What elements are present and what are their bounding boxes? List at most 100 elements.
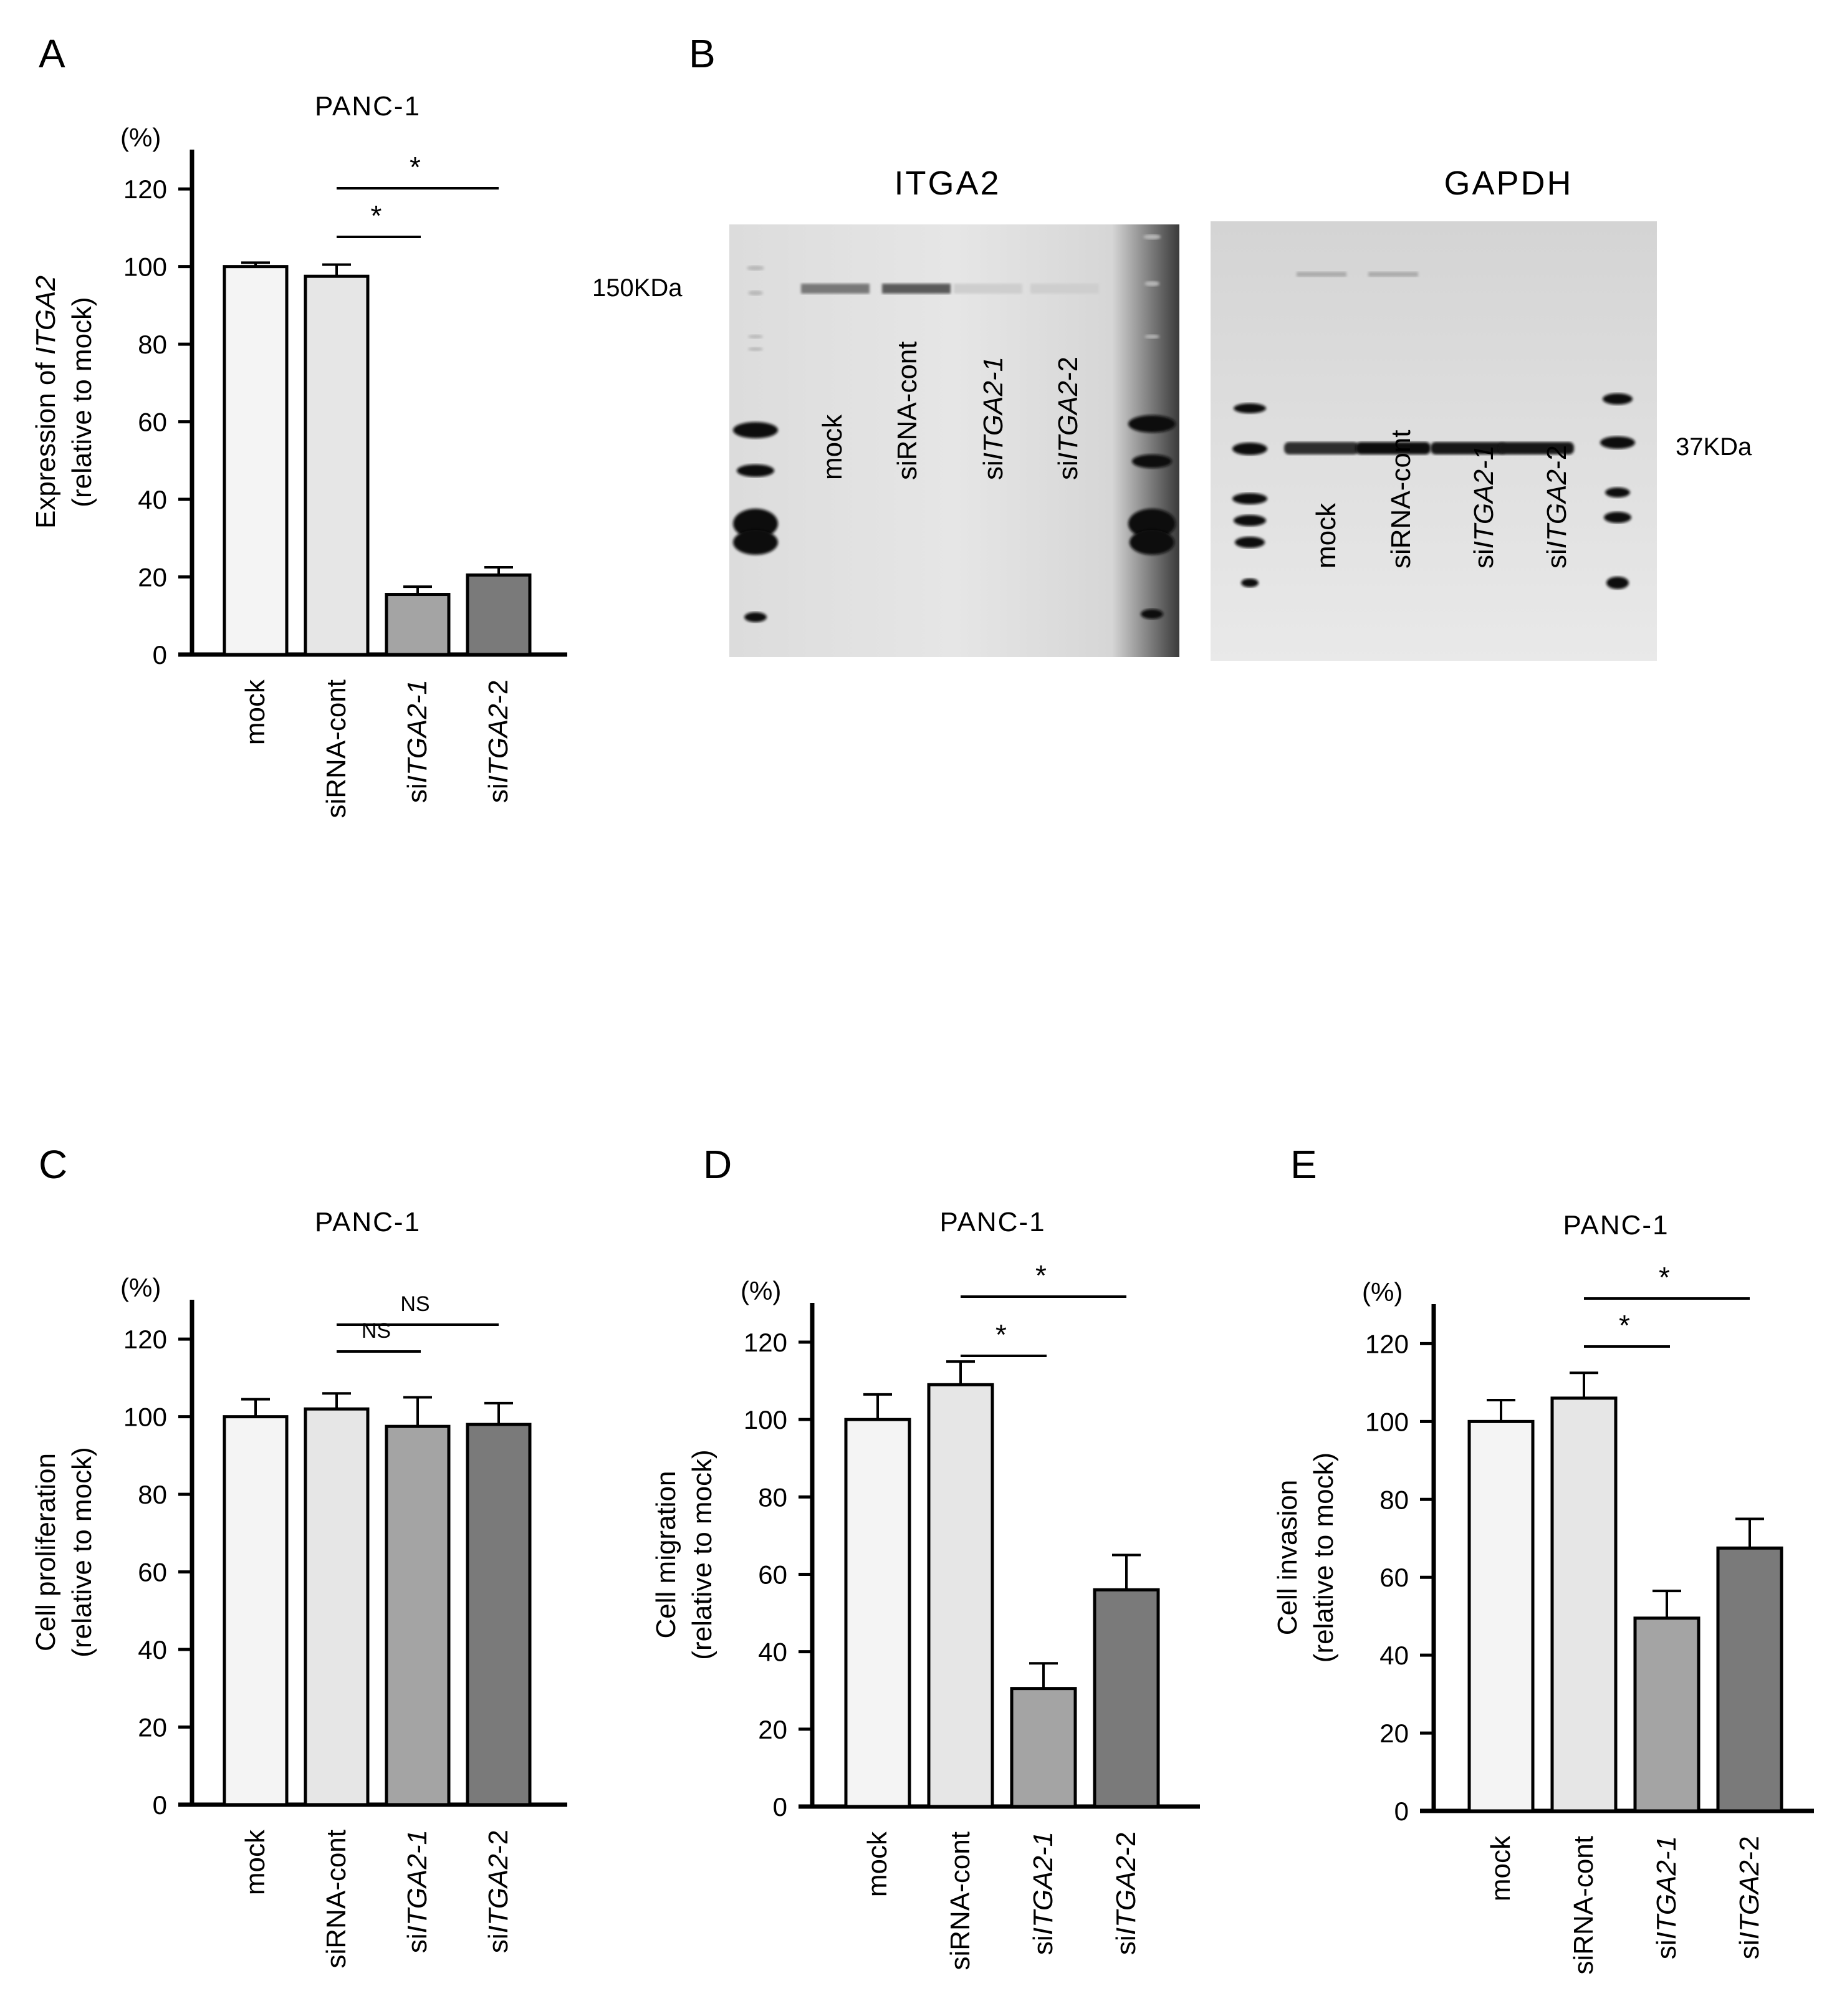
ladder-band xyxy=(1132,454,1172,468)
y-tick-label: 20 xyxy=(758,1715,787,1744)
lane-label: siITGA2-1 xyxy=(978,357,1009,480)
ladder-band xyxy=(1605,487,1630,497)
protein-band xyxy=(882,284,951,294)
chart-title: PANC-1 xyxy=(315,91,421,122)
category-label: siITGA2-2 xyxy=(483,679,514,803)
y-tick-label: 80 xyxy=(758,1482,787,1512)
ladder-band xyxy=(1241,578,1259,587)
x-tick-label: siITGA2-2 xyxy=(1734,1836,1765,1959)
category-label: siITGA2-2 xyxy=(1734,1836,1765,1959)
y-axis-label: Cell proliferation (relative to mock) xyxy=(31,1447,97,1657)
category-label: mock xyxy=(240,679,271,745)
bar xyxy=(927,1383,994,1808)
lane-labels-gapdh: mock siRNA-cont siITGA2-1 siITGA2-2 xyxy=(1311,430,1572,569)
protein-band xyxy=(1030,284,1099,294)
y-tick-label: 120 xyxy=(1365,1329,1409,1358)
bar xyxy=(466,1423,532,1807)
bar xyxy=(385,593,451,656)
y-axis-label: Expression of ITGA2 (relative to mock) xyxy=(31,276,97,529)
y-tick-label: 80 xyxy=(138,330,167,359)
y-tick-label: 0 xyxy=(773,1792,787,1822)
category-label: mock xyxy=(240,1829,271,1895)
panel-letter-b: B xyxy=(689,31,716,76)
chart-title: PANC-1 xyxy=(315,1207,421,1237)
ladder-band xyxy=(1600,436,1635,449)
y-axis-label-line: (relative to mock) xyxy=(67,1447,97,1657)
y-axis-label-line: (relative to mock) xyxy=(687,1449,717,1659)
ladder-band xyxy=(748,335,763,338)
bar xyxy=(385,1424,451,1807)
marker-37kda: 37KDa xyxy=(1676,433,1752,461)
y-tick-label: 40 xyxy=(138,485,167,514)
x-tick-label: siRNA-cont xyxy=(945,1831,976,1970)
panel-letter-a: A xyxy=(39,31,65,76)
significance-label: NS xyxy=(362,1319,391,1343)
lane-label: mock xyxy=(817,414,848,480)
bar xyxy=(223,1415,289,1807)
bar xyxy=(1467,1419,1535,1813)
category-label: siRNA-cont xyxy=(321,1830,352,1969)
category-label: mock xyxy=(1485,1835,1516,1901)
ladder-band xyxy=(1604,512,1631,523)
ladder-band xyxy=(1234,403,1266,413)
y-tick-label: 0 xyxy=(153,640,167,670)
ladder-band xyxy=(1141,609,1163,619)
y-axis-label: Cell invasion (relative to mock) xyxy=(1272,1452,1339,1663)
ladder-band xyxy=(1130,530,1174,555)
protein-band xyxy=(954,284,1022,294)
bar xyxy=(304,274,370,656)
y-axis-label-line: Expression of ITGA2 xyxy=(31,276,61,529)
y-tick-label: 100 xyxy=(744,1405,787,1434)
chart-panel-e: PANC-1 (%) Cell invasion (relative to mock)… xyxy=(1272,1210,1814,1975)
y-tick-label: 20 xyxy=(138,1713,167,1742)
protein-band xyxy=(1356,442,1431,454)
bar xyxy=(1716,1546,1783,1813)
panel-letter-c: C xyxy=(39,1142,67,1187)
ladder-band xyxy=(1234,515,1266,526)
ladder-band xyxy=(1232,443,1267,455)
lane-label: mock xyxy=(1311,502,1341,569)
ladder-band xyxy=(748,290,763,295)
y-unit-label: (%) xyxy=(120,1273,161,1302)
y-tick-label: 60 xyxy=(138,408,167,437)
x-tick-label: siRNA-cont xyxy=(321,1830,352,1969)
ladder-band xyxy=(1235,537,1265,548)
category-label: siITGA2-1 xyxy=(402,1830,433,1953)
gel-image-gapdh: mock siRNA-cont siITGA2-1 siITGA2-2 xyxy=(1211,221,1657,661)
category-label: siRNA-cont xyxy=(1568,1836,1599,1975)
bar xyxy=(1550,1396,1618,1813)
x-tick-label: mock xyxy=(240,679,271,745)
y-tick-label: 120 xyxy=(123,1325,167,1354)
lane-labels-itga2: mock siRNA-cont siITGA2-1 siITGA2-2 xyxy=(817,342,1083,481)
lane-label-text: siRNA-cont xyxy=(892,342,923,481)
significance-label: * xyxy=(371,199,382,232)
y-tick-label: 100 xyxy=(123,1403,167,1432)
protein-band xyxy=(1431,442,1505,454)
ladder-band xyxy=(737,464,774,477)
x-tick-label: siITGA2-2 xyxy=(1111,1831,1141,1955)
chart-title: PANC-1 xyxy=(939,1207,1045,1237)
lane-label-text: siITGA2-1 xyxy=(1469,445,1499,569)
ladder-right xyxy=(1128,234,1176,619)
category-label: siITGA2-1 xyxy=(1028,1831,1058,1955)
ladder-right xyxy=(1600,393,1635,589)
ladder-band xyxy=(1603,393,1633,405)
y-tick-label: 20 xyxy=(1379,1719,1409,1748)
ladder-band xyxy=(733,422,778,438)
protein-band xyxy=(1284,442,1359,454)
panel-letter-d: D xyxy=(703,1142,732,1187)
x-tick-label: siITGA2-1 xyxy=(402,679,433,803)
y-tick-label: 60 xyxy=(138,1558,167,1587)
bands-gapdh xyxy=(1284,272,1574,454)
ladder-band xyxy=(1144,281,1159,286)
lane-label-text: mock xyxy=(817,414,848,480)
lane-label: siITGA2-1 xyxy=(1469,445,1499,569)
ladder-band xyxy=(747,266,764,271)
y-tick-label: 100 xyxy=(123,252,167,282)
significance-label: * xyxy=(1035,1259,1047,1292)
y-tick-label: 40 xyxy=(138,1635,167,1664)
bands-itga2 xyxy=(801,284,1099,294)
lane-label: siRNA-cont xyxy=(1386,430,1416,569)
category-label: siRNA-cont xyxy=(945,1831,976,1970)
